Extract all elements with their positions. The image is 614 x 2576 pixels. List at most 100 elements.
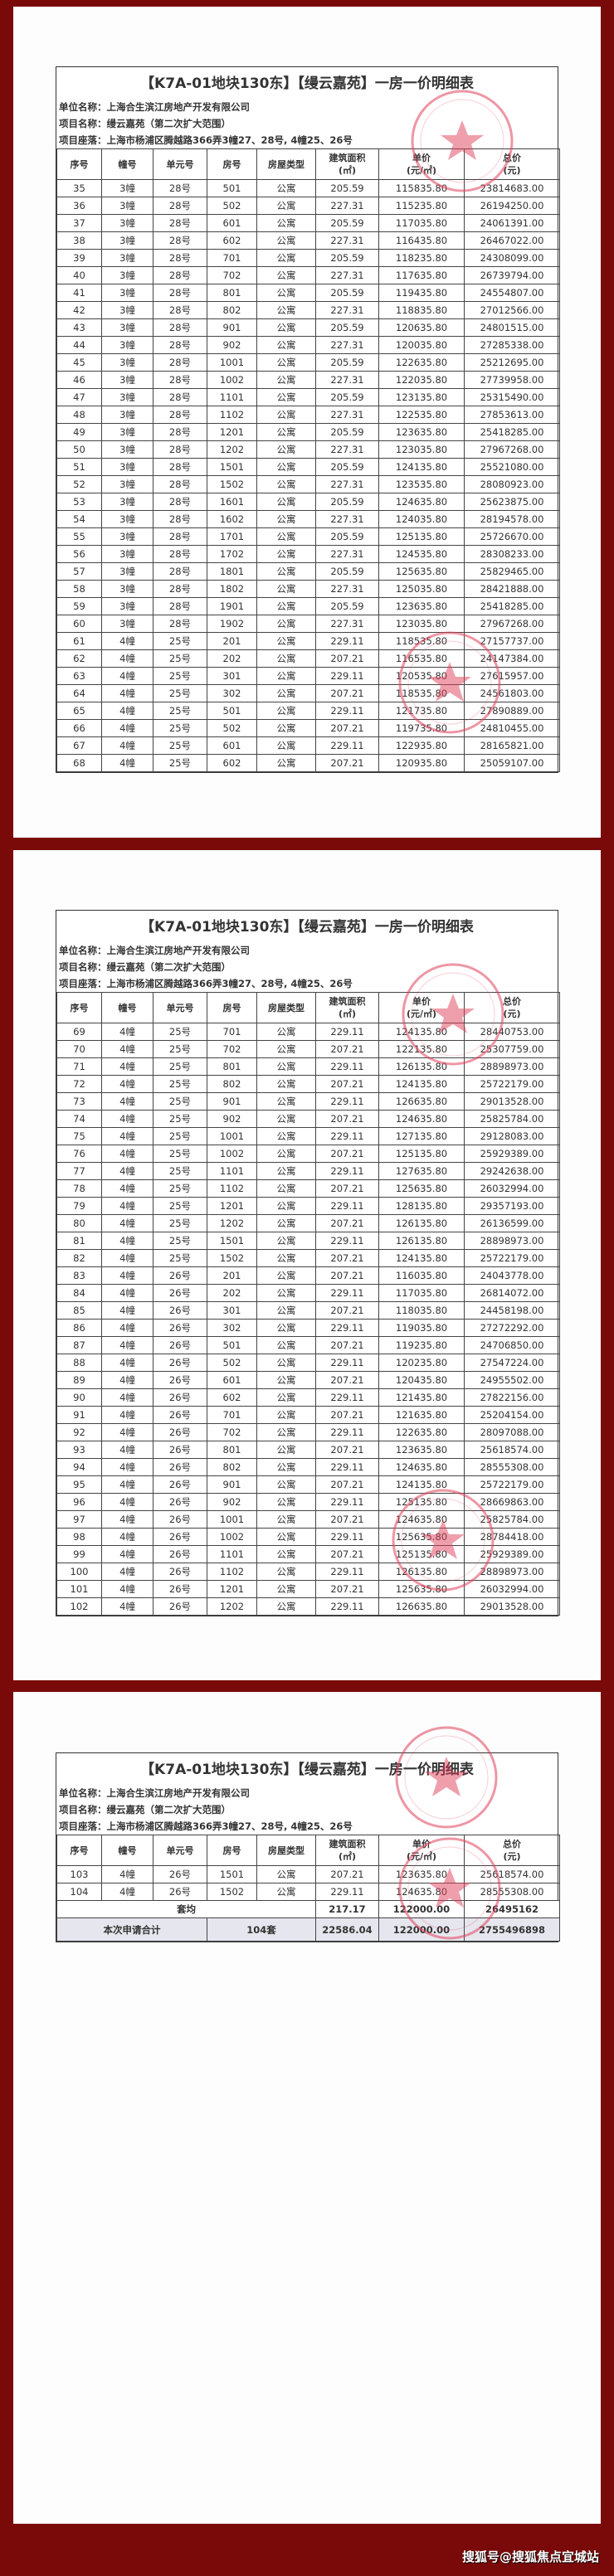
table-cell: 24955502.00: [464, 1371, 560, 1389]
table-cell: 公寓: [256, 754, 316, 772]
table-row: 89 4幢 26号 601 公寓 207.21 120435.80 24955502.00: [56, 1371, 560, 1389]
table-cell: 公寓: [256, 1092, 316, 1111]
table-row: 53 3幢 28号 1601 公寓 205.59 124635.80 25623875.00: [56, 493, 560, 511]
table-cell: 119035.80: [378, 1319, 465, 1337]
table-cell: 公寓: [256, 388, 316, 406]
table-cell: 1101: [207, 1162, 257, 1180]
table-cell: 26号: [153, 1319, 207, 1337]
table-cell: 120435.80: [378, 1371, 465, 1389]
table-row: 40 3幢 28号 702 公寓 227.31 117635.80 26739794.00: [56, 266, 560, 284]
table-cell: 25号: [153, 1023, 207, 1041]
table-cell: 51: [56, 458, 102, 476]
table-header-row: 序号 幢号 单元号 房号 房屋类型 建筑面积 (㎡) 单价 (元/㎡) 总价 (元): [56, 148, 560, 180]
table-row: 102 4幢 26号 1202 公寓 229.11 126635.80 29013528.00: [56, 1597, 560, 1616]
table-cell: 205.59: [315, 284, 379, 302]
table-cell: 901: [207, 1475, 257, 1494]
table-cell: 126635.80: [378, 1597, 465, 1616]
table-cell: 602: [207, 1388, 257, 1407]
table-cell: 205.59: [315, 458, 379, 476]
table-cell: 229.11: [315, 632, 379, 650]
table-cell: 28号: [153, 458, 207, 476]
column-header: 单元号: [153, 148, 207, 180]
table-cell: 28号: [153, 597, 207, 615]
table-cell: 26032994.00: [464, 1179, 560, 1198]
table-cell: 702: [207, 1423, 257, 1441]
grand-total-area: 22586.04: [315, 1917, 379, 1942]
column-header: 房屋类型: [256, 148, 316, 180]
table-cell: 25722179.00: [464, 1475, 560, 1494]
table-cell: 公寓: [256, 1145, 316, 1163]
table-cell: 25号: [153, 1075, 207, 1093]
table-cell: 101: [56, 1580, 102, 1598]
table-cell: 公寓: [256, 1883, 316, 1901]
table-cell: 26814072.00: [464, 1284, 560, 1302]
table-cell: 25号: [153, 632, 207, 650]
table-row: 47 3幢 28号 1101 公寓 205.59 123135.80 25315490.00: [56, 388, 560, 406]
table-cell: 公寓: [256, 1354, 316, 1372]
table-cell: 公寓: [256, 702, 316, 720]
table-cell: 123635.80: [378, 1865, 465, 1883]
table-cell: 116435.80: [378, 231, 465, 250]
table-cell: 77: [56, 1162, 102, 1180]
table-cell: 25号: [153, 667, 207, 685]
table-row: 94 4幢 26号 802 公寓 229.11 124635.80 28555308.00: [56, 1458, 560, 1476]
table-cell: 25号: [153, 1162, 207, 1180]
project-name: 项目名称：缦云嘉苑（第二次扩大范围）: [59, 118, 231, 129]
table-cell: 25929389.00: [464, 1145, 560, 1163]
column-header: 单价 (元/㎡): [378, 992, 465, 1023]
table-cell: 4幢: [101, 754, 154, 772]
table-cell: 26号: [153, 1301, 207, 1320]
table-cell: 1201: [207, 1580, 257, 1598]
table-cell: 28号: [153, 580, 207, 598]
table-cell: 69: [56, 1023, 102, 1041]
table-cell: 127135.80: [378, 1127, 465, 1145]
table-cell: 229.11: [315, 1388, 379, 1407]
table-cell: 4幢: [101, 736, 154, 755]
table-cell: 25号: [153, 1232, 207, 1250]
table-cell: 26号: [153, 1475, 207, 1494]
table-cell: 100: [56, 1563, 102, 1581]
table-cell: 902: [207, 1110, 257, 1128]
table-row: 87 4幢 26号 501 公寓 207.21 119235.80 24706850.00: [56, 1336, 560, 1354]
table-cell: 1601: [207, 493, 257, 511]
table-cell: 4幢: [101, 1075, 154, 1093]
table-cell: 24706850.00: [464, 1336, 560, 1354]
table-cell: 122135.80: [378, 1040, 465, 1058]
table-cell: 公寓: [256, 1493, 316, 1511]
table-cell: 802: [207, 1075, 257, 1093]
table-cell: 1501: [207, 1865, 257, 1883]
table-cell: 公寓: [256, 1057, 316, 1076]
table-cell: 229.11: [315, 1423, 379, 1441]
table-cell: 57: [56, 562, 102, 581]
table-cell: 3幢: [101, 179, 154, 197]
table-cell: 29013528.00: [464, 1597, 560, 1616]
table-row: 77 4幢 25号 1101 公寓 229.11 127635.80 29242638.00: [56, 1162, 560, 1180]
table-cell: 公寓: [256, 475, 316, 493]
table-cell: 83: [56, 1266, 102, 1285]
grand-total-total: 2755496898: [464, 1917, 560, 1942]
table-cell: 1002: [207, 371, 257, 389]
table-cell: 公寓: [256, 1510, 316, 1529]
table-cell: 123635.80: [378, 423, 465, 441]
table-cell: 3幢: [101, 406, 154, 424]
table-cell: 公寓: [256, 406, 316, 424]
table-cell: 54: [56, 510, 102, 528]
table-row: 74 4幢 25号 902 公寓 207.21 124635.80 25825784.00: [56, 1110, 560, 1128]
table-cell: 227.31: [315, 615, 379, 633]
table-cell: 229.11: [315, 1354, 379, 1372]
table-cell: 公寓: [256, 1528, 316, 1546]
table-cell: 27853613.00: [464, 406, 560, 424]
table-cell: 26号: [153, 1388, 207, 1407]
table-cell: 27967268.00: [464, 440, 560, 459]
project-location: 项目座落：上海市杨浦区腾越路366弄3幢27、28号, 4幢25、26号: [59, 978, 353, 989]
table-cell: 4幢: [101, 1510, 154, 1529]
table-cell: 27547224.00: [464, 1354, 560, 1372]
column-header: 房号: [207, 992, 257, 1023]
table-cell: 205.59: [315, 493, 379, 511]
table-cell: 91: [56, 1406, 102, 1424]
table-cell: 26号: [153, 1336, 207, 1354]
table-cell: 29128083.00: [464, 1127, 560, 1145]
table-cell: 229.11: [315, 736, 379, 755]
table-cell: 公寓: [256, 1127, 316, 1145]
table-cell: 28号: [153, 371, 207, 389]
